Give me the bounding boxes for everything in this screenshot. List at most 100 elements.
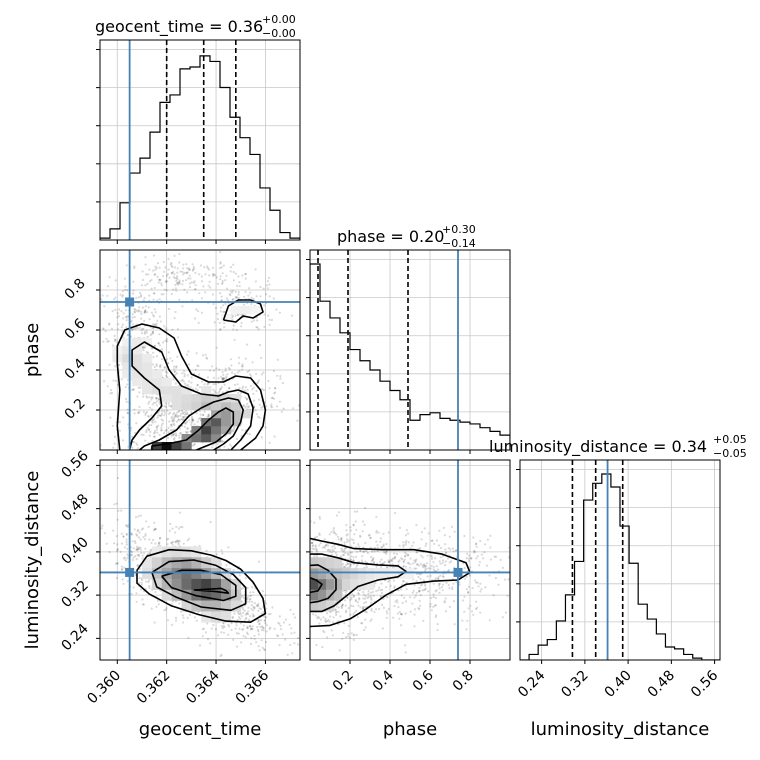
scatter-point bbox=[134, 555, 137, 558]
scatter-point bbox=[220, 282, 224, 285]
scatter-point bbox=[300, 594, 302, 596]
scatter-point bbox=[199, 475, 201, 477]
scatter-point bbox=[414, 561, 417, 564]
density-cell bbox=[161, 578, 172, 590]
scatter-point bbox=[424, 564, 427, 568]
scatter-point bbox=[143, 346, 146, 349]
scatter-point bbox=[238, 285, 241, 288]
density-cell bbox=[201, 578, 212, 590]
scatter-point bbox=[174, 277, 177, 280]
scatter-point bbox=[150, 424, 153, 427]
scatter-point bbox=[402, 561, 405, 564]
scatter-point bbox=[173, 415, 176, 418]
scatter-point bbox=[160, 284, 163, 287]
scatter-point bbox=[429, 602, 432, 606]
scatter-point bbox=[468, 574, 472, 577]
scatter-point bbox=[170, 423, 173, 426]
scatter-point bbox=[97, 335, 99, 337]
scatter-point bbox=[475, 581, 478, 584]
scatter-point bbox=[388, 579, 391, 582]
scatter-point bbox=[265, 405, 268, 408]
density-cell bbox=[240, 410, 251, 419]
scatter-point bbox=[126, 580, 129, 583]
scatter-point bbox=[147, 484, 149, 486]
scatter-point bbox=[155, 404, 158, 407]
scatter-point bbox=[340, 607, 343, 610]
scatter-point bbox=[150, 347, 153, 350]
scatter-point bbox=[372, 557, 375, 560]
scatter-point bbox=[160, 282, 163, 285]
scatter-point bbox=[322, 629, 325, 632]
scatter-point bbox=[413, 625, 416, 628]
scatter-point bbox=[263, 304, 266, 307]
scatter-point bbox=[144, 284, 147, 287]
scatter-point bbox=[246, 600, 249, 603]
scatter-point bbox=[183, 411, 186, 414]
scatter-point bbox=[196, 309, 200, 313]
scatter-point bbox=[163, 409, 166, 412]
scatter-point bbox=[401, 583, 404, 586]
scatter-point bbox=[434, 590, 437, 593]
scatter-point bbox=[323, 631, 326, 634]
scatter-point bbox=[214, 628, 217, 631]
scatter-point bbox=[241, 365, 244, 368]
scatter-point bbox=[198, 373, 201, 376]
scatter-point bbox=[173, 368, 176, 371]
density-cell bbox=[191, 557, 202, 569]
scatter-point bbox=[402, 565, 405, 569]
title-phase-lower: −0.14 bbox=[442, 237, 476, 250]
scatter-point bbox=[222, 304, 225, 307]
scatter-point bbox=[215, 346, 218, 349]
scatter-point bbox=[244, 290, 247, 293]
scatter-point bbox=[267, 379, 270, 383]
scatter-point bbox=[142, 395, 145, 398]
scatter-point bbox=[124, 309, 128, 312]
scatter-point bbox=[483, 543, 487, 546]
scatter-point bbox=[375, 515, 378, 518]
scatter-point bbox=[307, 528, 309, 530]
scatter-point bbox=[302, 548, 304, 550]
scatter-point bbox=[384, 551, 387, 554]
scatter-point bbox=[200, 380, 204, 383]
scatter-point bbox=[186, 267, 189, 270]
scatter-point bbox=[461, 599, 465, 602]
scatter-point bbox=[327, 618, 330, 622]
scatter-point bbox=[125, 264, 128, 267]
scatter-point bbox=[230, 364, 233, 367]
scatter-point bbox=[441, 589, 444, 592]
scatter-point bbox=[366, 551, 369, 555]
scatter-point bbox=[302, 567, 304, 569]
scatter-point bbox=[264, 616, 267, 619]
density-cell bbox=[161, 546, 172, 558]
scatter-point bbox=[150, 460, 152, 462]
scatter-point bbox=[220, 299, 223, 302]
scatter-point bbox=[233, 383, 237, 386]
scatter-point bbox=[126, 289, 129, 292]
scatter-point bbox=[221, 440, 224, 443]
density-cell bbox=[201, 386, 212, 395]
scatter-point bbox=[203, 383, 206, 386]
scatter-point bbox=[250, 594, 253, 597]
scatter-point bbox=[155, 266, 158, 270]
scatter-point bbox=[134, 308, 137, 311]
scatter-point bbox=[274, 387, 277, 390]
scatter-point bbox=[332, 527, 335, 530]
scatter-point bbox=[135, 592, 138, 595]
scatter-point bbox=[223, 445, 226, 448]
scatter-point bbox=[145, 395, 148, 398]
scatter-point bbox=[246, 370, 249, 373]
scatter-point bbox=[478, 561, 481, 564]
scatter-point bbox=[447, 569, 450, 572]
scatter-point bbox=[372, 561, 375, 565]
density-cell bbox=[142, 378, 153, 387]
scatter-point bbox=[182, 412, 185, 415]
scatter-point bbox=[181, 270, 184, 273]
scatter-point bbox=[416, 563, 419, 566]
scatter-point bbox=[403, 551, 407, 554]
scatter-point bbox=[162, 270, 165, 273]
scatter-point bbox=[219, 310, 222, 313]
scatter-point bbox=[365, 549, 368, 552]
scatter-point bbox=[230, 628, 233, 632]
scatter-point bbox=[426, 575, 429, 578]
